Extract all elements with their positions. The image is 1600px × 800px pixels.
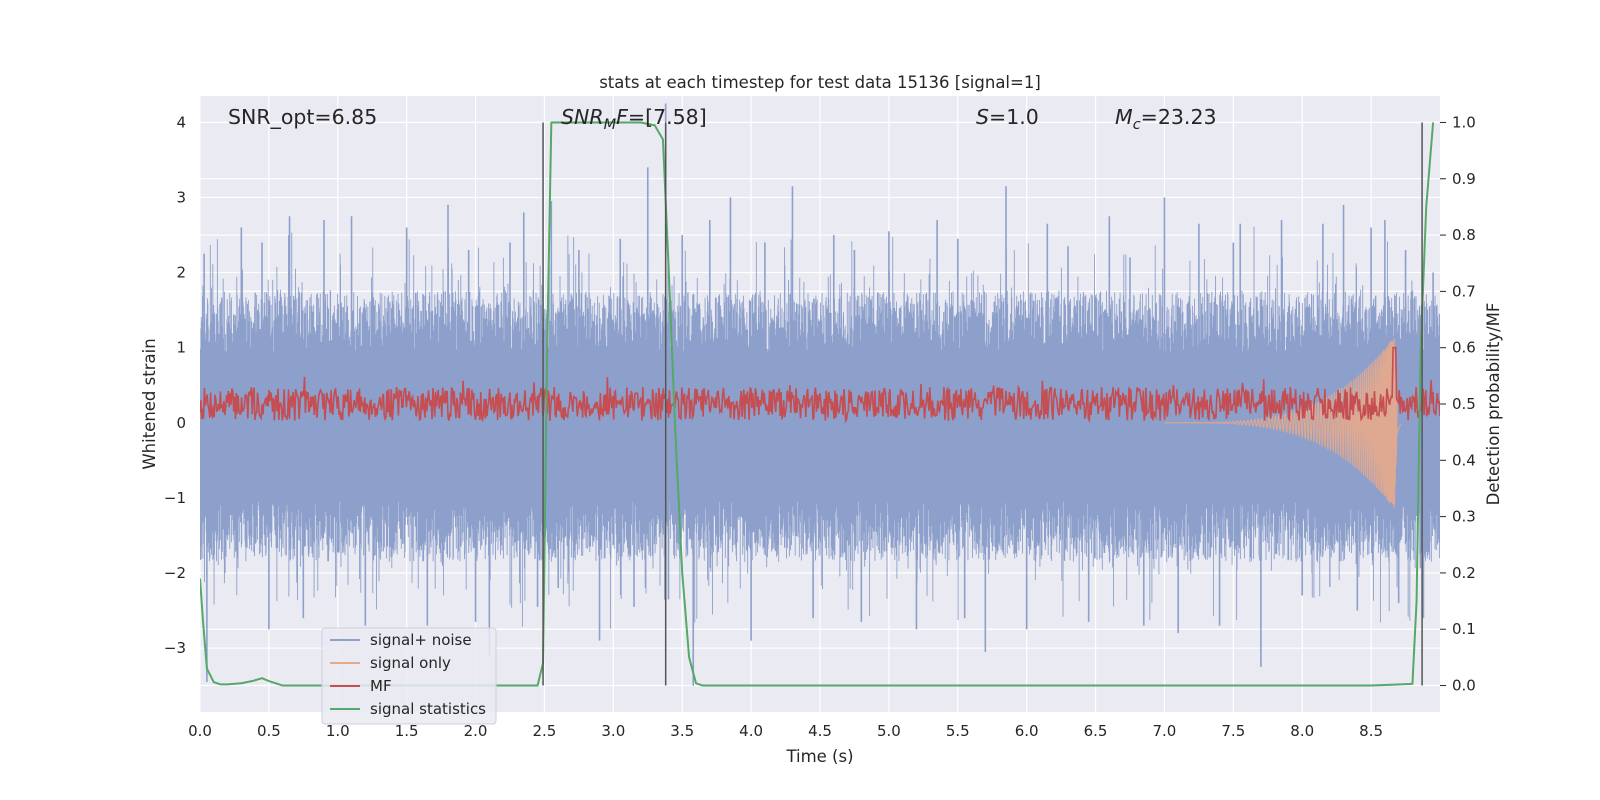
mc-annotation: Mc=23.23 — [1115, 105, 1217, 133]
y-tick-label: −3 — [164, 639, 186, 657]
y2-tick-label: 0.2 — [1452, 564, 1476, 582]
mf-line — [200, 346, 1440, 424]
x-tick-label: 3.5 — [670, 722, 694, 740]
series-signal-statistics — [200, 121, 1435, 687]
y2-axis-label: Detection probability/MF — [1484, 303, 1503, 506]
chart-title: stats at each timestep for test data 151… — [599, 73, 1041, 92]
x-axis-label: Time (s) — [785, 747, 853, 766]
y-tick-label: −1 — [164, 489, 186, 507]
vertical-markers — [542, 122, 1423, 686]
series-mf — [200, 346, 1440, 424]
x-tick-label: 5.5 — [946, 722, 970, 740]
x-axis-ticks: 0.0 0.5 1.0 1.5 2.0 2.5 3.0 3.5 4.0 4.5 5.0 5.5 6.0 6… — [188, 722, 1383, 740]
x-tick-label: 2.0 — [464, 722, 488, 740]
y2-tick-label: 0.6 — [1452, 339, 1476, 357]
s-annotation: S=1.0 — [976, 105, 1039, 129]
x-tick-label: 5.0 — [877, 722, 901, 740]
y2-axis-ticks: 0.0 0.1 0.2 0.3 0.4 0.5 0.6 0.7 0.8 0.9 1.0 — [1440, 113, 1476, 695]
y2-tick-label: 0.4 — [1452, 451, 1476, 469]
chirp-line — [1164, 338, 1402, 508]
y2-tick-label: 0.8 — [1452, 226, 1476, 244]
x-tick-label: 1.5 — [395, 722, 419, 740]
y-tick-label: 0 — [176, 414, 186, 432]
x-tick-label: 7.5 — [1221, 722, 1245, 740]
snr-mf-annotation: SNRMF=[7.58] — [561, 105, 707, 133]
x-tick-label: 3.0 — [601, 722, 625, 740]
snr-opt-annotation: SNR_opt=6.85 — [228, 105, 377, 130]
y2-tick-label: 1.0 — [1452, 113, 1476, 131]
legend-box — [321, 627, 497, 725]
y2-tick-label: 0.9 — [1452, 170, 1476, 188]
x-tick-label: 8.0 — [1290, 722, 1314, 740]
x-tick-label: 1.0 — [326, 722, 350, 740]
x-tick-label: 6.5 — [1084, 722, 1108, 740]
y-tick-label: 3 — [176, 188, 186, 206]
y-tick-label: 1 — [176, 339, 186, 357]
x-tick-label: 0.0 — [188, 722, 212, 740]
signal-statistics-line — [200, 121, 1435, 687]
x-tick-label: 8.5 — [1359, 722, 1383, 740]
x-tick-label: 4.0 — [739, 722, 763, 740]
series-signal-noise — [200, 103, 1440, 686]
y2-tick-label: 0.5 — [1452, 395, 1476, 413]
x-tick-label: 0.5 — [257, 722, 281, 740]
x-tick-label: 4.5 — [808, 722, 832, 740]
y2-tick-label: 0.3 — [1452, 508, 1476, 526]
y-axis-label: Whitened strain — [140, 338, 159, 469]
series-signal-only — [1164, 338, 1402, 508]
x-tick-label: 2.5 — [533, 722, 557, 740]
y-tick-label: 2 — [176, 264, 186, 282]
y-tick-label: −2 — [164, 564, 186, 582]
noise-core — [200, 351, 1440, 502]
y2-tick-label: 0.0 — [1452, 677, 1476, 695]
y2-tick-label: 0.1 — [1452, 620, 1476, 638]
legend-label-signal-only: signal only — [370, 654, 451, 672]
x-tick-label: 6.0 — [1015, 722, 1039, 740]
legend-label-signal-statistics: signal statistics — [370, 700, 486, 718]
legend-label-signal-noise: signal+ noise — [370, 631, 472, 649]
y-tick-label: 4 — [176, 113, 186, 131]
legend-label-mf: MF — [370, 677, 392, 695]
legend: signal+ noise signal only MF signal stat… — [321, 627, 497, 725]
y2-tick-label: 0.7 — [1452, 282, 1476, 300]
y-axis-ticks: −3 −2 −1 0 1 2 3 4 — [164, 113, 186, 657]
x-tick-label: 7.0 — [1153, 722, 1177, 740]
